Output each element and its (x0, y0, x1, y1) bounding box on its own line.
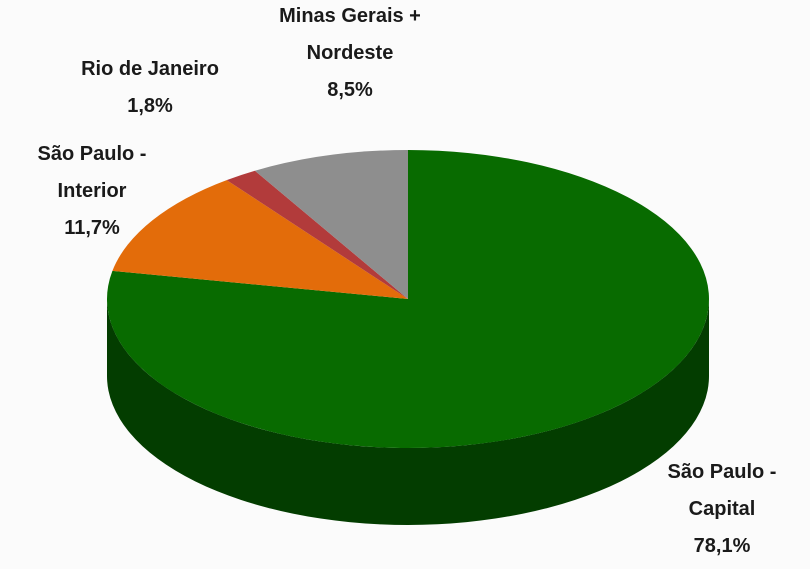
slice-value-label: 78,1% (694, 535, 751, 557)
pie-side (107, 299, 709, 525)
pie-slice (112, 180, 409, 299)
slice-label: São Paulo - Interior (38, 143, 147, 202)
label-line: Capital (689, 498, 756, 520)
slice-label: São Paulo - Capital (668, 461, 777, 520)
label-line: São Paulo - (668, 461, 777, 483)
slice-label: Minas Gerais + Nordeste (279, 5, 421, 64)
label-line: Nordeste (307, 42, 394, 64)
slice-value-label: 11,7% (64, 217, 120, 239)
slice-label: Rio de Janeiro (81, 58, 219, 80)
slice-value-label: 1,8% (127, 95, 173, 117)
label-line: Interior (58, 180, 127, 202)
label-line: Minas Gerais + (279, 5, 421, 27)
pie-slice (254, 150, 408, 299)
pie-slice (226, 170, 408, 299)
label-line: São Paulo - (38, 143, 147, 165)
label-line: Rio de Janeiro (81, 58, 219, 80)
slice-value-label: 8,5% (327, 79, 373, 101)
